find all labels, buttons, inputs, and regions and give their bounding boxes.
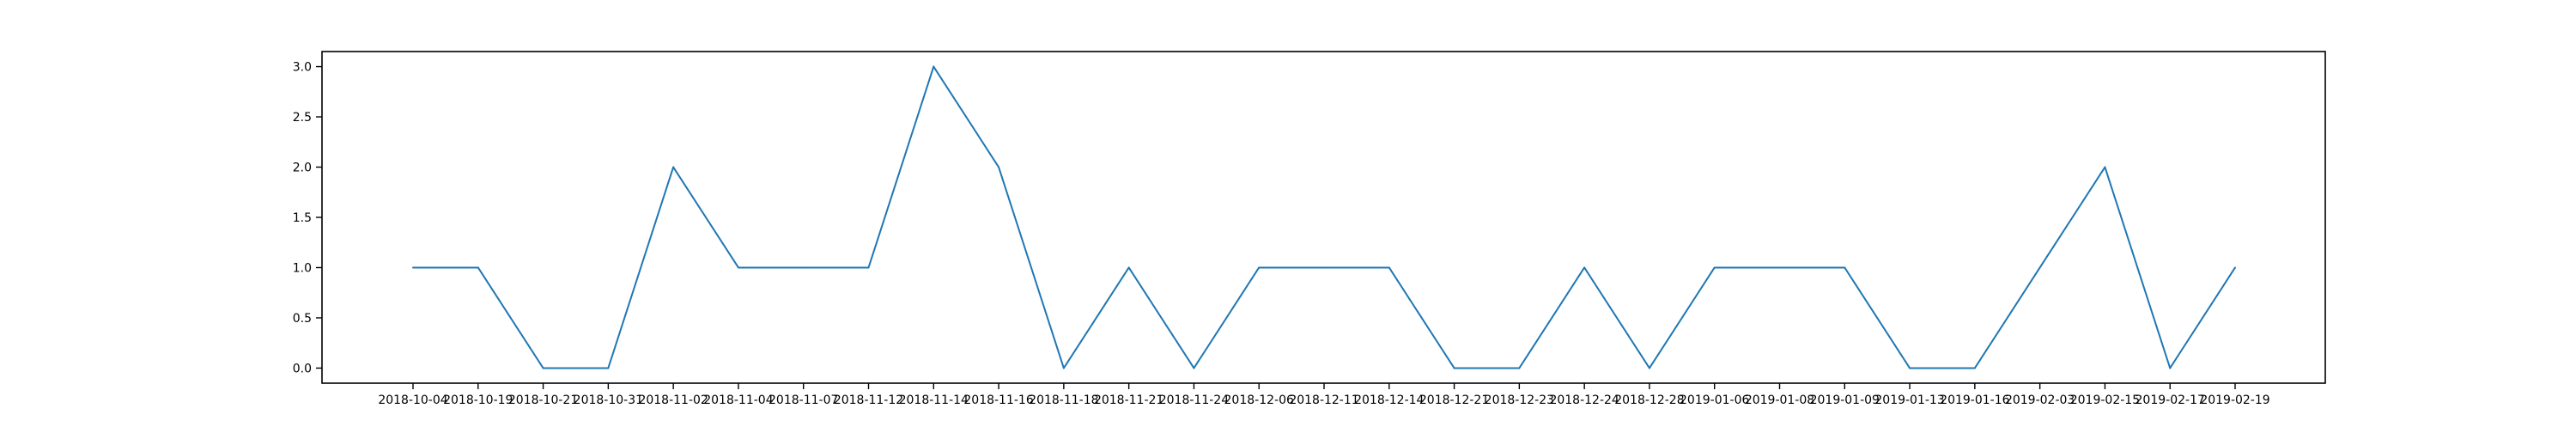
x-tick-label: 2019-01-13 [1874, 393, 1944, 407]
x-tick-label: 2018-11-14 [899, 393, 969, 407]
x-tick-label: 2018-12-23 [1485, 393, 1554, 407]
y-tick-label: 0.5 [293, 312, 312, 326]
x-tick-label: 2019-01-09 [1810, 393, 1880, 407]
x-tick-label: 2019-01-06 [1680, 393, 1749, 407]
x-tick-label: 2018-12-14 [1354, 393, 1424, 407]
x-tick-label: 2018-12-28 [1614, 393, 1684, 407]
data-point [998, 166, 1000, 168]
data-point [1388, 266, 1390, 269]
data-point [1323, 266, 1325, 269]
data-point [1973, 367, 1976, 369]
data-point [737, 266, 739, 269]
x-tick-label: 2019-01-16 [1940, 393, 2009, 407]
data-point [1844, 266, 1846, 269]
x-tick-label: 2018-10-19 [443, 393, 513, 407]
x-tick-label: 2019-01-08 [1745, 393, 1814, 407]
data-point [1648, 367, 1650, 369]
data-point [1193, 367, 1195, 369]
x-tick-label: 2018-11-18 [1029, 393, 1098, 407]
x-tick-label: 2018-10-04 [378, 393, 447, 407]
x-tick-label: 2018-12-21 [1419, 393, 1489, 407]
x-tick-label: 2018-11-16 [963, 393, 1033, 407]
data-point [2104, 166, 2106, 168]
x-tick-label: 2018-12-24 [1549, 393, 1619, 407]
y-tick-label: 2.5 [293, 111, 312, 125]
x-tick-label: 2018-12-06 [1224, 393, 1294, 407]
data-point [2169, 367, 2172, 369]
data-point [1127, 266, 1130, 269]
data-point [2234, 266, 2236, 269]
x-tick-label: 2018-11-04 [703, 393, 773, 407]
plot-frame [321, 51, 2326, 384]
x-tick-label: 2019-02-03 [2005, 393, 2075, 407]
data-point [1909, 367, 1911, 369]
x-tick-label: 2018-11-07 [769, 393, 838, 407]
x-axis: 2018-10-042018-10-192018-10-212018-10-31… [378, 383, 2270, 407]
data-point [542, 367, 544, 369]
data-point [1583, 266, 1586, 269]
data-point [867, 266, 870, 269]
x-tick-label: 2018-11-02 [638, 393, 708, 407]
data-point [2038, 266, 2041, 269]
data-point [802, 266, 805, 269]
data-point [1062, 367, 1065, 369]
y-axis: 0.0 0.5 1.0 1.5 2.0 2.5 3.0 [293, 61, 322, 375]
y-tick-label: 1.5 [293, 211, 312, 225]
data-point [1518, 367, 1521, 369]
data-point [933, 65, 935, 68]
x-tick-label: 2018-11-21 [1094, 393, 1163, 407]
x-tick-label: 2018-11-24 [1159, 393, 1229, 407]
series-layer [412, 65, 2236, 369]
data-point [1258, 266, 1261, 269]
y-tick-label: 3.0 [293, 61, 312, 75]
x-tick-label: 2018-11-12 [834, 393, 903, 407]
data-point [1453, 367, 1455, 369]
data-point [1778, 266, 1781, 269]
data-point [607, 367, 610, 369]
data-point [1713, 266, 1716, 269]
x-tick-label: 2018-10-21 [508, 393, 578, 407]
x-tick-label: 2018-12-11 [1289, 393, 1358, 407]
x-tick-label: 2019-02-19 [2200, 393, 2269, 407]
y-tick-label: 1.0 [293, 261, 312, 275]
x-tick-label: 2019-02-15 [2070, 393, 2140, 407]
x-tick-label: 2018-10-31 [574, 393, 643, 407]
x-tick-label: 2019-02-17 [2136, 393, 2205, 407]
data-point [672, 166, 675, 168]
y-tick-label: 0.0 [293, 362, 312, 375]
y-tick-label: 2.0 [293, 162, 312, 175]
data-point [412, 266, 414, 269]
data-point [477, 266, 479, 269]
